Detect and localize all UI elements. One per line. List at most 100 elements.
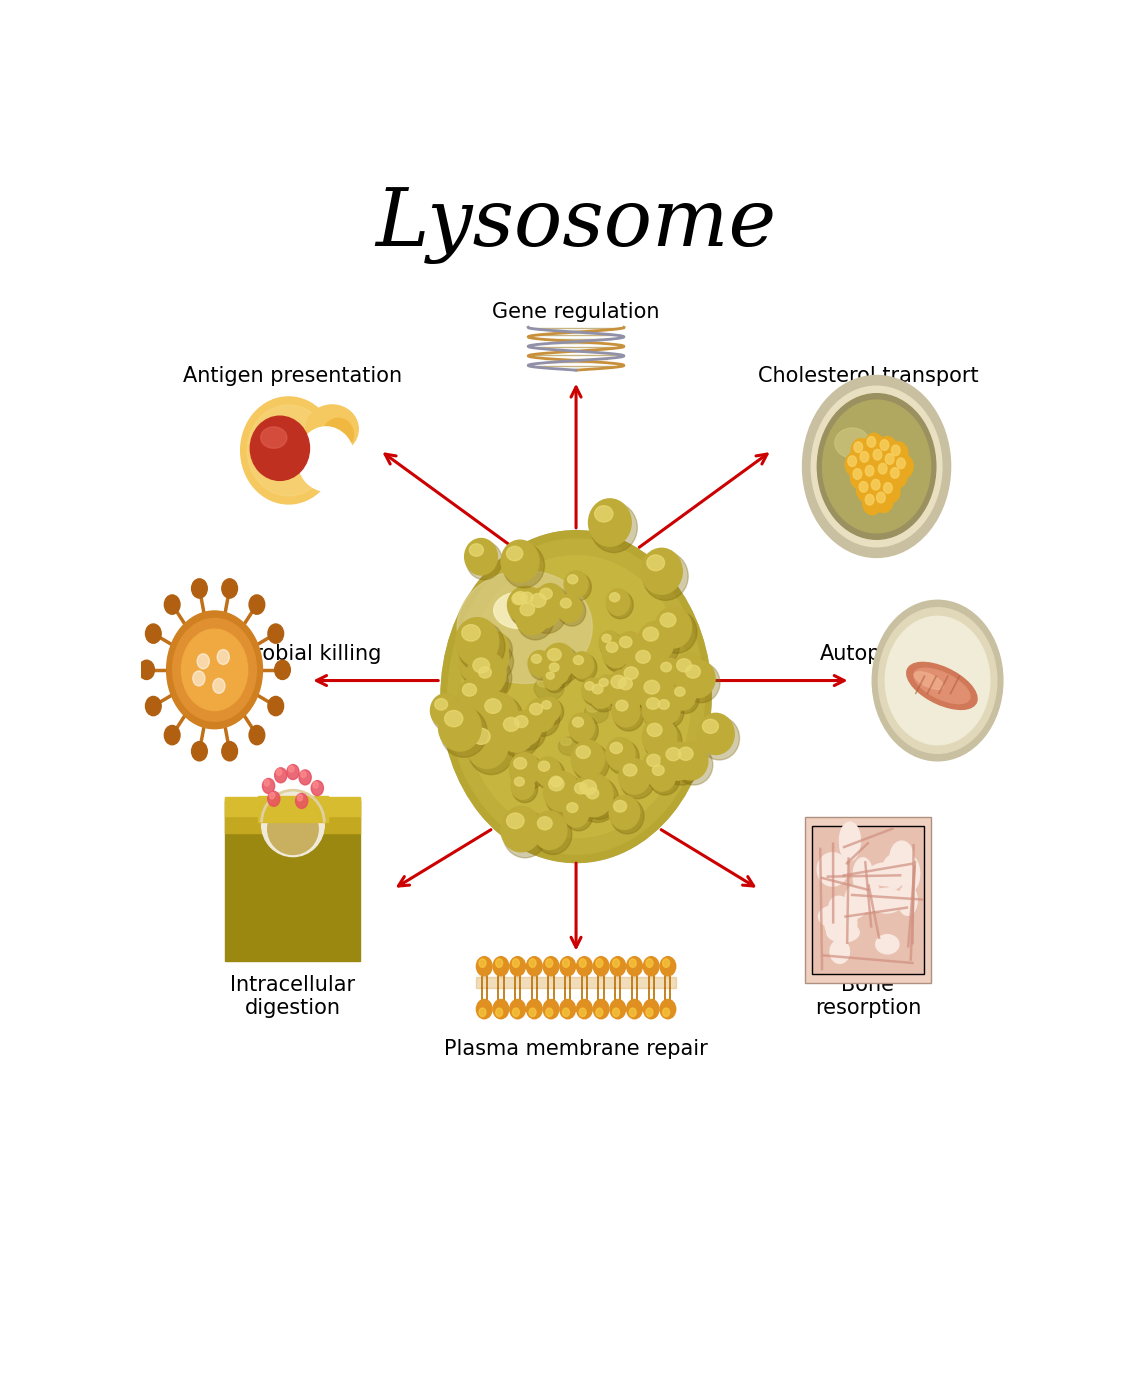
Ellipse shape [559, 737, 580, 756]
Ellipse shape [602, 634, 611, 642]
Ellipse shape [640, 624, 679, 667]
Ellipse shape [537, 587, 569, 620]
Ellipse shape [676, 745, 713, 785]
Ellipse shape [607, 655, 626, 671]
Circle shape [865, 466, 874, 477]
Ellipse shape [584, 681, 595, 689]
Circle shape [191, 742, 207, 760]
Ellipse shape [590, 682, 617, 712]
Ellipse shape [597, 677, 620, 702]
Ellipse shape [672, 685, 699, 713]
Ellipse shape [520, 603, 535, 616]
Ellipse shape [840, 830, 860, 860]
FancyBboxPatch shape [812, 826, 924, 974]
Ellipse shape [509, 591, 543, 627]
Ellipse shape [655, 695, 680, 724]
Circle shape [529, 959, 536, 967]
Text: Gene regulation: Gene regulation [492, 302, 660, 322]
Ellipse shape [646, 755, 661, 767]
Ellipse shape [483, 634, 513, 666]
Ellipse shape [510, 589, 546, 628]
Ellipse shape [430, 694, 461, 727]
Ellipse shape [462, 624, 480, 641]
Circle shape [883, 482, 892, 493]
Ellipse shape [611, 676, 626, 688]
Ellipse shape [624, 667, 638, 680]
Ellipse shape [644, 721, 682, 762]
Ellipse shape [890, 841, 914, 874]
Circle shape [847, 456, 856, 467]
Circle shape [897, 457, 905, 468]
Ellipse shape [607, 591, 633, 619]
Ellipse shape [682, 663, 720, 703]
Ellipse shape [511, 755, 544, 791]
Circle shape [513, 959, 519, 967]
Circle shape [610, 999, 626, 1019]
Ellipse shape [620, 762, 655, 799]
Circle shape [888, 464, 907, 488]
Ellipse shape [547, 774, 578, 808]
Ellipse shape [462, 684, 477, 696]
Ellipse shape [609, 795, 640, 830]
Text: Lysosome: Lysosome [375, 186, 777, 264]
Ellipse shape [589, 680, 614, 709]
Circle shape [289, 766, 293, 771]
Ellipse shape [602, 638, 629, 667]
Ellipse shape [623, 765, 637, 776]
Ellipse shape [677, 659, 691, 671]
Ellipse shape [885, 866, 903, 888]
Ellipse shape [642, 749, 674, 785]
Circle shape [862, 491, 882, 514]
Ellipse shape [475, 664, 508, 699]
Ellipse shape [564, 571, 588, 598]
Ellipse shape [604, 641, 633, 671]
Circle shape [221, 742, 237, 760]
Ellipse shape [528, 651, 552, 677]
Ellipse shape [515, 716, 528, 727]
Ellipse shape [608, 673, 645, 713]
Ellipse shape [643, 552, 688, 600]
Ellipse shape [853, 859, 872, 892]
Ellipse shape [570, 652, 593, 678]
Circle shape [853, 468, 862, 480]
Ellipse shape [323, 418, 353, 450]
Ellipse shape [486, 637, 497, 646]
Ellipse shape [511, 594, 525, 605]
Ellipse shape [607, 741, 640, 774]
Ellipse shape [649, 760, 676, 791]
Ellipse shape [533, 812, 566, 849]
Ellipse shape [644, 752, 679, 790]
Circle shape [858, 449, 877, 471]
Circle shape [577, 956, 592, 976]
Ellipse shape [646, 698, 660, 709]
Ellipse shape [261, 427, 287, 449]
Circle shape [212, 678, 225, 694]
Ellipse shape [514, 758, 527, 769]
Ellipse shape [915, 671, 943, 689]
Ellipse shape [636, 651, 651, 663]
Ellipse shape [570, 716, 598, 745]
Ellipse shape [590, 503, 637, 553]
Ellipse shape [617, 634, 649, 669]
Ellipse shape [697, 713, 734, 755]
Ellipse shape [479, 692, 518, 735]
Circle shape [880, 439, 889, 450]
Circle shape [562, 1008, 570, 1016]
Ellipse shape [573, 744, 609, 783]
Ellipse shape [618, 677, 633, 689]
Ellipse shape [661, 663, 671, 671]
Ellipse shape [830, 897, 849, 916]
Ellipse shape [504, 717, 519, 731]
Ellipse shape [573, 656, 583, 664]
Ellipse shape [468, 726, 515, 774]
Ellipse shape [511, 773, 534, 799]
Ellipse shape [610, 742, 623, 753]
Circle shape [191, 578, 207, 598]
Ellipse shape [510, 710, 542, 745]
Circle shape [217, 649, 229, 664]
Circle shape [477, 956, 492, 976]
Ellipse shape [527, 591, 566, 634]
Ellipse shape [671, 684, 696, 710]
Ellipse shape [655, 607, 691, 648]
Circle shape [250, 595, 265, 614]
